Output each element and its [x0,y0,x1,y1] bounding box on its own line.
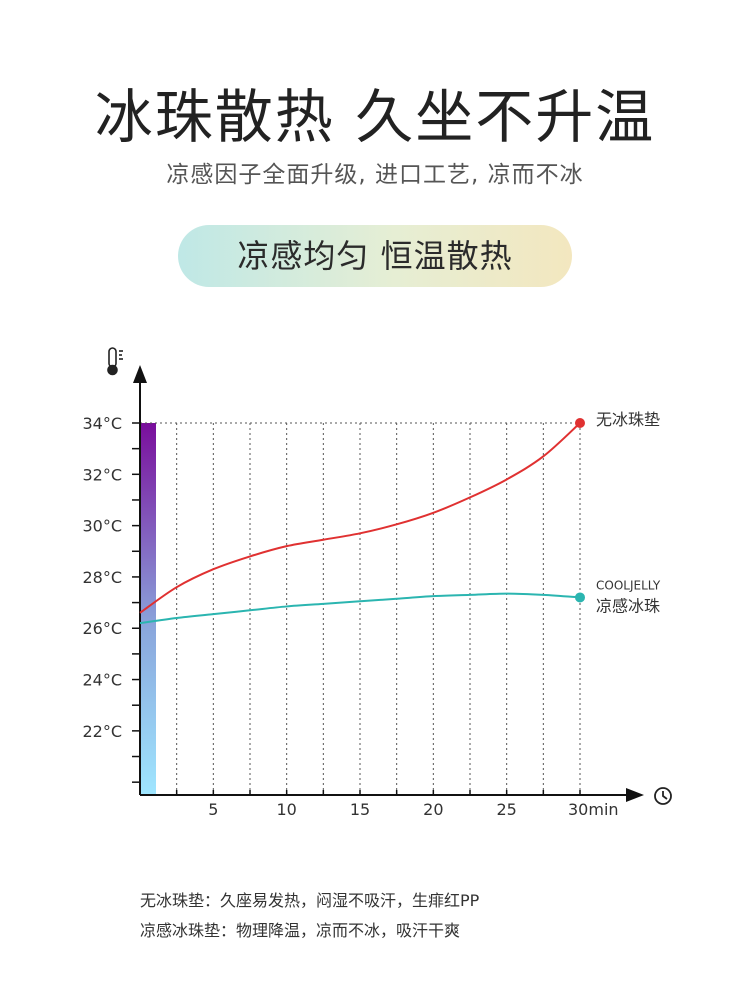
series-line-no-gel [139,422,581,614]
page-title: 冰珠散热 久坐不升温 [94,83,656,151]
series-label-no-gel: 无冰珠垫 [596,410,660,429]
x-tick-label: 30min [568,800,619,819]
x-axis-arrow [626,788,644,802]
x-tick-label: 20 [423,800,443,819]
x-tick-label: 10 [276,800,296,819]
y-tick-label: 26°C [82,619,122,638]
thermometer-icon [107,347,123,376]
note-line-no-gel: 无冰珠垫：久座易发热，闷湿不吸汗，生痱红PP [140,891,480,910]
y-tick-label: 32°C [82,465,122,484]
feature-pill: 凉感均匀 恒温散热 [178,225,572,287]
series-labels: 无冰珠垫 COOLJELLY 凉感冰珠 [596,410,661,615]
x-axis-ticks: 5 10 15 20 25 30min [175,790,619,819]
series-line-cooljelly [139,592,581,625]
note-line-cooljelly: 凉感冰珠垫：物理降温，凉而不冰，吸汗干爽 [140,921,461,940]
y-axis-ticks: 22°C 24°C 26°C 28°C 30°C 32°C 34°C [82,414,140,783]
chart-grid [140,422,581,795]
y-tick-label: 28°C [82,568,122,587]
y-tick-label: 24°C [82,671,122,690]
page-subtitle: 凉感因子全面升级, 进口工艺, 凉而不冰 [166,162,584,188]
y-axis-arrow [133,365,147,383]
y-tick-label: 30°C [82,517,122,536]
temperature-gradient-bar [140,423,156,795]
series-label-cooljelly: 凉感冰珠 [596,596,660,615]
legend-notes: 无冰珠垫：久座易发热，闷湿不吸汗，生痱红PP 凉感冰珠垫：物理降温，凉而不冰，吸… [140,886,479,946]
series-lines [139,418,585,625]
x-tick-label: 5 [208,800,218,819]
series-end-point-cooljelly [575,592,585,603]
series-end-point-no-gel [575,418,585,428]
series-label-brand: COOLJELLY [596,578,661,592]
y-tick-label: 22°C [82,722,122,741]
x-tick-label: 25 [496,800,516,819]
temperature-chart: 22°C 24°C 26°C 28°C 30°C 32°C 34°C 5 10 15 20 25 30… [82,347,672,819]
x-tick-label: 15 [350,800,370,819]
clock-icon [654,787,672,805]
y-tick-label: 34°C [82,414,122,433]
chart-axes [133,365,644,802]
